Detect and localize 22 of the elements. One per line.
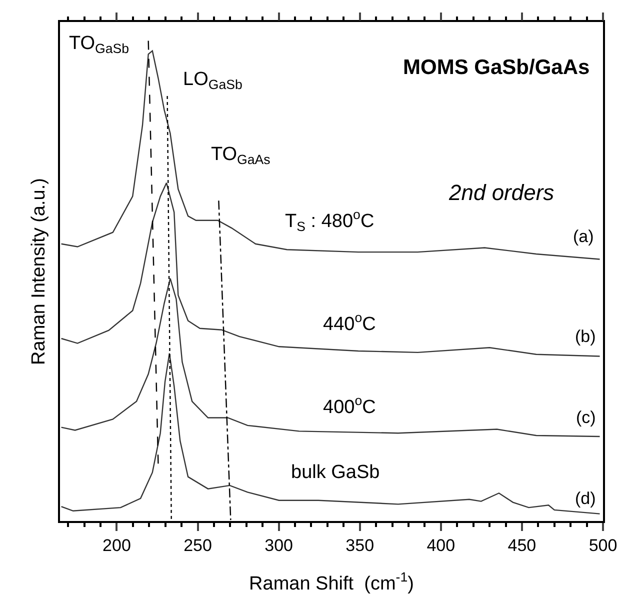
text: MOMS GaSb/GaAs [403, 56, 590, 79]
annotation: LO$_{GaSb}$ [183, 69, 242, 92]
annotation: TO$_{GaSb}$ [69, 33, 130, 56]
x-tick-label: 250 [184, 536, 212, 556]
annotation: 440$^{o}$C [323, 310, 376, 335]
annotation: (c) [576, 408, 596, 427]
annotation: 2nd orders [448, 180, 554, 205]
annotation: (a) [573, 227, 594, 246]
annotation: 400$^{o}$C [323, 393, 376, 418]
annotation: bulk GaSb [291, 462, 380, 483]
x-tick-label: 500 [588, 536, 618, 556]
x-tick-label: 350 [346, 536, 374, 556]
annotation: (b) [575, 327, 596, 346]
annotation: TO$_{GaAs}$ [211, 144, 271, 167]
x-tick-label: 200 [102, 536, 131, 556]
x-tick-label: 450 [508, 536, 536, 556]
annotation: T$_{S}$ : 480$^{o}$C [285, 207, 374, 234]
y-axis-title: Raman Intensity (a.u.) [28, 178, 50, 365]
x-axis-title: Raman Shift (cm$^{-1}$) [249, 569, 414, 594]
annotation: (d) [575, 489, 596, 508]
x-tick-label: 300 [264, 536, 294, 556]
x-tick-label: 400 [426, 536, 456, 556]
